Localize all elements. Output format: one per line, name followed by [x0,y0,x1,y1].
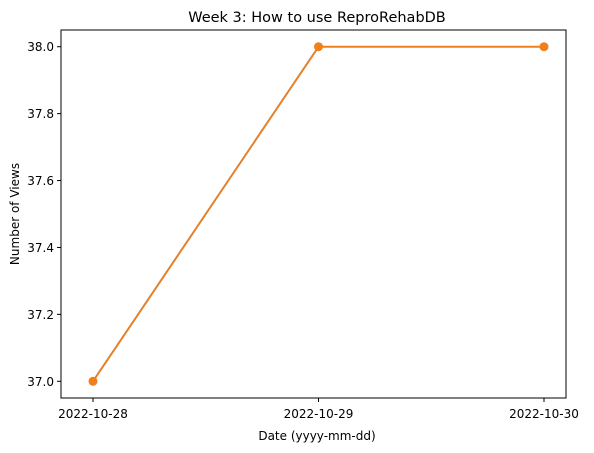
series-layer [88,42,549,386]
series-line-underlay [92,45,544,382]
data-point [88,376,98,386]
y-tick-label: 38.0 [27,40,54,54]
x-tick-label: 2022-10-29 [284,407,354,421]
data-point [314,42,323,52]
series-line [92,45,544,382]
chart-title: Week 3: How to use ReproRehabDB [188,10,446,26]
x-tick-label: 2022-10-28 [58,407,128,421]
y-axis: 37.0 37.2 37.4 37.6 37.8 38.0 [27,40,61,389]
x-axis: 2022-10-28 2022-10-29 2022-10-30 [58,398,579,421]
plot-area [60,29,567,399]
y-tick-label: 37.0 [27,375,54,389]
data-point [539,42,549,52]
y-tick-label: 37.4 [27,241,54,255]
y-tick-label: 37.8 [27,107,54,121]
x-axis-label: Date (yyyy-mm-dd) [258,429,375,443]
x-tick-label: 2022-10-30 [509,407,579,421]
y-axis-label: Number of Views [8,163,22,265]
y-tick-label: 37.2 [27,308,54,322]
y-tick-label: 37.6 [27,174,54,188]
